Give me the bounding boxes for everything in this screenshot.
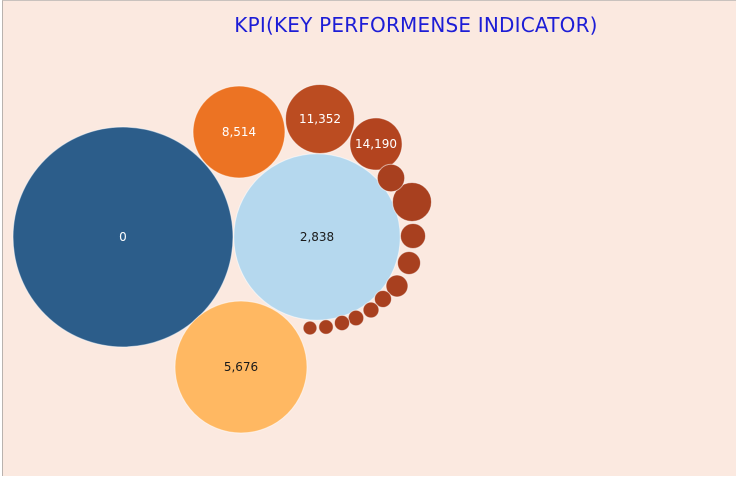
bubble-circle[interactable] xyxy=(333,314,351,332)
chart-title: KPI(KEY PERFORMENSE INDICATOR) xyxy=(234,13,598,37)
bubble-label: 8,514 xyxy=(222,125,256,139)
bubble-small-7[interactable] xyxy=(376,163,406,193)
bubble-label: 2,838 xyxy=(300,230,334,244)
bubble-small-9[interactable] xyxy=(396,250,422,276)
bubble-small-8[interactable] xyxy=(399,222,427,250)
bubble-small-6[interactable] xyxy=(392,182,432,222)
bubble-small-12[interactable] xyxy=(362,301,380,319)
bubble-circle[interactable] xyxy=(392,182,432,222)
bubble-circle[interactable] xyxy=(385,274,409,298)
bubble-circle[interactable] xyxy=(347,309,365,327)
bubble-circle[interactable] xyxy=(174,300,308,434)
bubble-circle[interactable] xyxy=(399,222,427,250)
bubble-circle[interactable] xyxy=(373,289,393,309)
bubble-small-13[interactable] xyxy=(347,309,365,327)
bubble-circle[interactable] xyxy=(302,320,318,336)
bubble-0[interactable]: 0 xyxy=(12,126,234,348)
bubble-label: 5,676 xyxy=(224,360,258,374)
bubble-small-15[interactable] xyxy=(318,319,334,335)
bubble-circle[interactable] xyxy=(285,84,355,154)
bubble-11352[interactable]: 11,352 xyxy=(285,84,355,154)
bubble-14190[interactable]: 14,190 xyxy=(349,117,403,171)
bubble-circle[interactable] xyxy=(192,85,286,179)
bubble-circle[interactable] xyxy=(12,126,234,348)
bubble-label: 11,352 xyxy=(299,112,341,126)
bubble-circle[interactable] xyxy=(318,319,334,335)
bubble-small-16[interactable] xyxy=(302,320,318,336)
bubble-small-10[interactable] xyxy=(385,274,409,298)
bubble-5676[interactable]: 5,676 xyxy=(174,300,308,434)
bubble-small-11[interactable] xyxy=(373,289,393,309)
bubble-circle[interactable] xyxy=(376,163,406,193)
bubble-circle[interactable] xyxy=(362,301,380,319)
bubble-circle[interactable] xyxy=(349,117,403,171)
bubble-small-14[interactable] xyxy=(333,314,351,332)
bubble-circle[interactable] xyxy=(396,250,422,276)
bubble-8514[interactable]: 8,514 xyxy=(192,85,286,179)
bubble-label: 14,190 xyxy=(355,137,397,151)
bubble-chart: 0 2,838 5,676 8,514 11,352 14,190 xyxy=(12,84,432,434)
bubble-label: 0 xyxy=(119,230,127,244)
